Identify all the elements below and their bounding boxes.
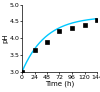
X-axis label: Time (h): Time (h) xyxy=(45,81,74,87)
Y-axis label: pH: pH xyxy=(2,33,8,43)
